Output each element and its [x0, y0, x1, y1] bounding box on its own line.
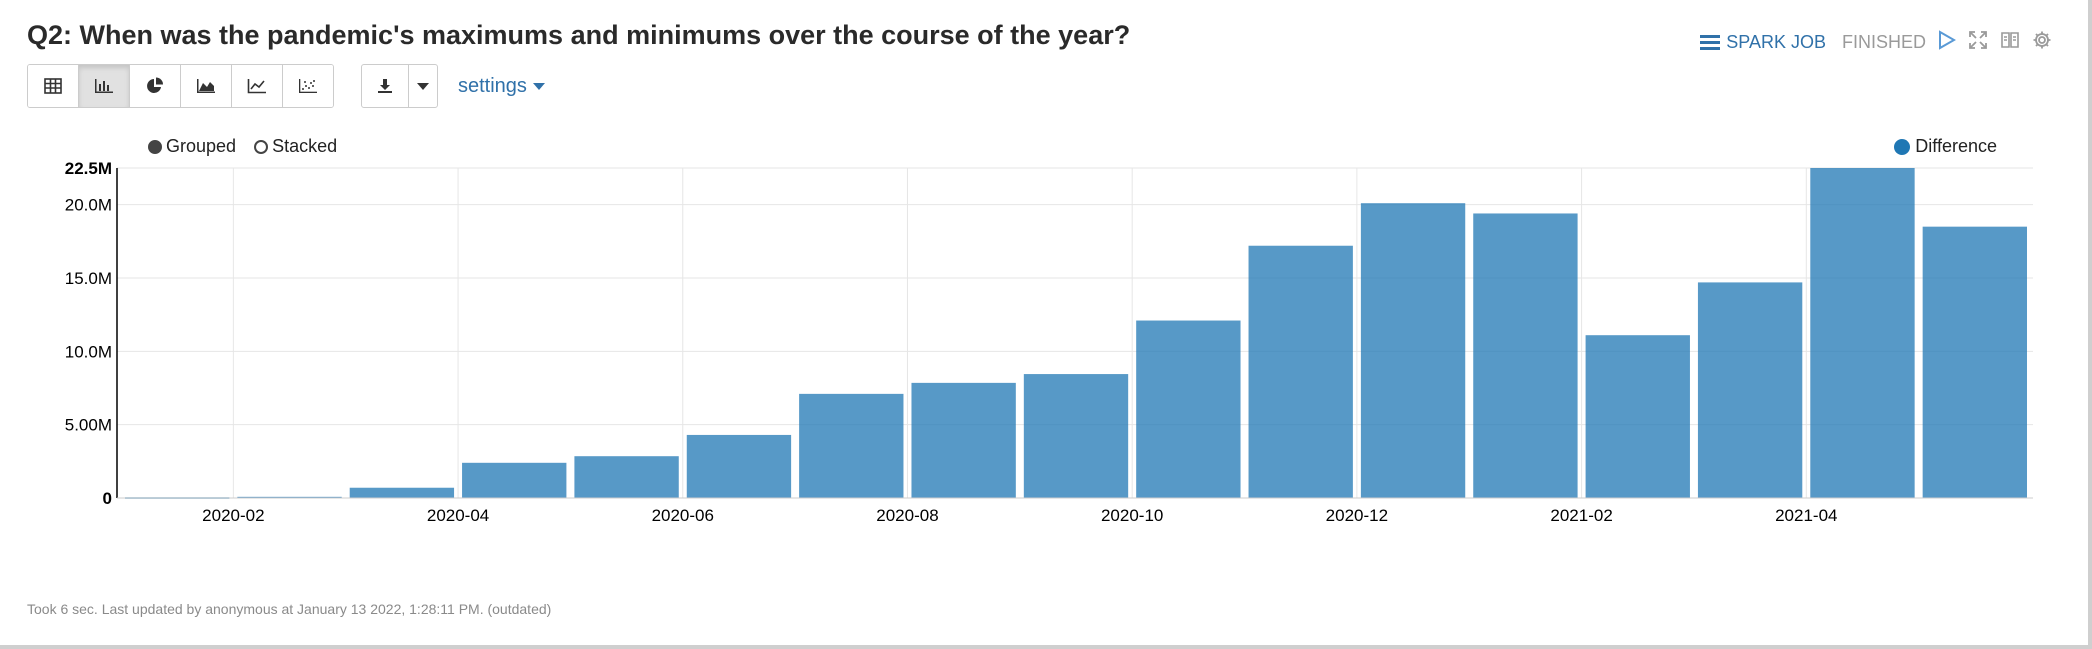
- area-chart-button[interactable]: [181, 65, 232, 107]
- chart-type-button-group: [27, 64, 334, 108]
- pie-chart-icon: [147, 77, 163, 93]
- scatter-chart-button[interactable]: [283, 65, 333, 107]
- stacked-label: Stacked: [272, 136, 338, 156]
- download-icon: [378, 79, 392, 93]
- line-chart-icon: [247, 79, 266, 94]
- book-icon[interactable]: [2000, 30, 2020, 54]
- y-tick-label: 5.00M: [65, 416, 112, 435]
- bar-2020-12[interactable]: [1360, 203, 1466, 498]
- y-tick-label: 0: [103, 489, 112, 508]
- bar-chart-button[interactable]: [79, 65, 130, 107]
- bar-2020-10[interactable]: [1136, 320, 1241, 498]
- x-tick-label: 2020-06: [652, 506, 714, 525]
- stacked-radio-icon: [254, 139, 269, 154]
- bar-2020-04[interactable]: [462, 462, 567, 498]
- download-button-group: [361, 64, 438, 108]
- settings-toggle[interactable]: settings: [458, 64, 545, 108]
- bar-2021-02[interactable]: [1585, 335, 1690, 498]
- table-view-button[interactable]: [28, 65, 79, 107]
- scatter-chart-icon: [299, 79, 317, 93]
- grouped-option[interactable]: Grouped: [148, 136, 236, 157]
- run-icon[interactable]: [1938, 30, 1957, 54]
- bar-2021-03[interactable]: [1697, 282, 1803, 498]
- spark-job-icon: [1700, 34, 1721, 50]
- x-tick-label: 2020-08: [876, 506, 938, 525]
- line-chart-button[interactable]: [232, 65, 283, 107]
- paragraph-status-bar: SPARK JOB FINISHED: [1700, 30, 2052, 54]
- grouped-radio-icon: [148, 139, 162, 154]
- bar-mode-toggle: Grouped Stacked: [148, 136, 337, 157]
- x-tick-label: 2021-02: [1550, 506, 1612, 525]
- stacked-option[interactable]: Stacked: [254, 136, 337, 157]
- chevron-down-icon: [532, 82, 545, 90]
- download-options-dropdown[interactable]: [409, 65, 437, 107]
- spark-job-link[interactable]: SPARK JOB: [1700, 32, 1826, 53]
- gear-icon[interactable]: [2032, 30, 2052, 54]
- bar-2020-09[interactable]: [1023, 374, 1129, 498]
- status-label: FINISHED: [1841, 31, 1926, 52]
- chart-legend[interactable]: Difference: [1894, 136, 1997, 157]
- y-tick-label: 22.5M: [65, 159, 112, 178]
- grouped-label: Grouped: [166, 136, 237, 156]
- bar-chart: 0 5.00M 10.0M 15.0M 20.0M 22.5M 2020-02 2020-04…: [65, 159, 2033, 525]
- legend-label: Difference: [1915, 136, 1997, 156]
- settings-label: settings: [458, 74, 527, 97]
- paragraph-footer: Took 6 sec. Last updated by anonymous at…: [27, 601, 552, 617]
- x-tick-label: 2020-10: [1101, 506, 1163, 525]
- table-icon: [44, 78, 62, 94]
- bar-2020-03[interactable]: [349, 487, 455, 498]
- bar-2021-01[interactable]: [1473, 213, 1578, 498]
- x-tick-label: 2020-12: [1326, 506, 1388, 525]
- bar-2021-05[interactable]: [1922, 226, 2027, 498]
- bar-2020-11[interactable]: [1248, 245, 1353, 498]
- download-button[interactable]: [362, 65, 409, 107]
- bar-2020-05[interactable]: [574, 456, 679, 498]
- spark-job-label: SPARK JOB: [1726, 31, 1826, 52]
- bar-2021-04[interactable]: [1810, 168, 1915, 498]
- chevron-down-icon: [417, 82, 429, 90]
- y-tick-label: 15.0M: [65, 269, 112, 288]
- bar-2020-08[interactable]: [911, 382, 1016, 498]
- pie-chart-button[interactable]: [130, 65, 181, 107]
- area-chart-icon: [197, 79, 215, 93]
- x-tick-label: 2020-04: [427, 506, 489, 525]
- bar-2020-07[interactable]: [799, 393, 904, 498]
- legend-swatch: [1894, 138, 1911, 155]
- paragraph-title: Q2: When was the pandemic's maximums and…: [27, 20, 1131, 50]
- bar-chart-icon: [95, 79, 113, 93]
- y-tick-label: 10.0M: [65, 342, 112, 361]
- expand-icon[interactable]: [1968, 30, 1988, 54]
- bar-2020-06[interactable]: [686, 434, 792, 498]
- chart-toolbar: settings: [27, 64, 545, 108]
- y-tick-label: 20.0M: [65, 196, 112, 215]
- x-tick-label: 2020-02: [202, 506, 264, 525]
- x-tick-label: 2021-04: [1775, 506, 1837, 525]
